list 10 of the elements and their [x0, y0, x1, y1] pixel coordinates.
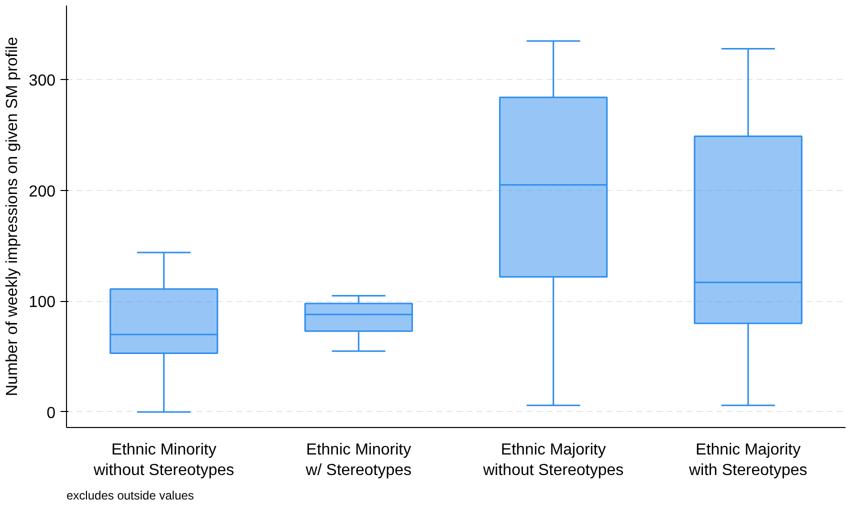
x-tick-label: Ethnic Majority with Stereotypes — [688, 442, 808, 479]
x-tick-label: Ethnic Majority without Stereotypes — [482, 442, 624, 479]
y-tick-label: 300 — [28, 72, 56, 90]
y-axis-title: Number of weekly impressions on given SM profile — [4, 36, 21, 396]
text: excludes outside values — [66, 488, 194, 502]
y-tick-label: 0 — [46, 404, 56, 422]
y-tick-label: 100 — [28, 294, 56, 312]
x-tick-label: Ethnic Minority w/ Stereotypes — [304, 442, 412, 479]
y-tick-label: 200 — [28, 183, 56, 200]
x-tick-label: Ethnic Minority without Stereotypes — [92, 442, 234, 479]
